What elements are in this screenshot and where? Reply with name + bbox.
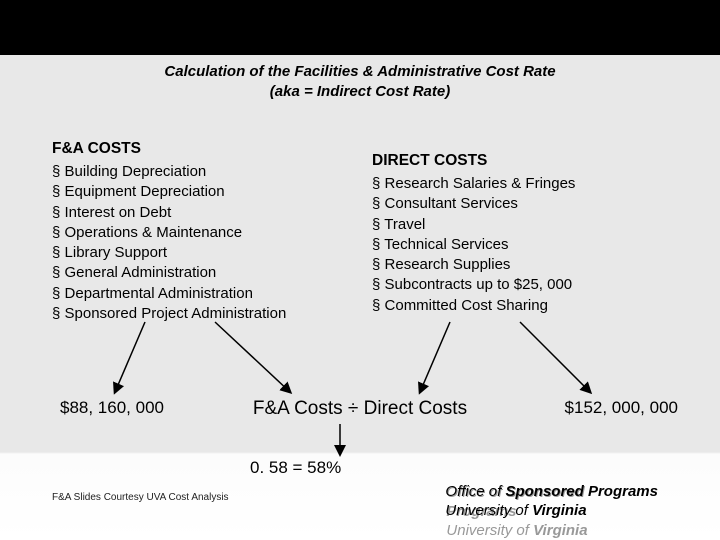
right-column-list: Research Salaries & Fringes Consultant S… [372,174,672,316]
left-column: F&A COSTS Building Depreciation Equipmen… [52,140,352,324]
list-item: Operations & Maintenance [52,223,352,243]
list-item: Building Depreciation [52,162,352,182]
arrow-right-list-to-equation [420,322,450,392]
result: 0. 58 = 58% [250,458,341,478]
slide: Calculation of the Facilities & Administ… [0,0,720,540]
arrow-left-list-to-amount [115,322,145,392]
title-line-2: (aka = Indirect Cost Rate) [0,82,720,102]
list-item: Departmental Administration [52,284,352,304]
list-item: Travel [372,215,672,235]
footer-line1-sponsored: Sponsored Programs [505,483,658,500]
footer-credit: F&A Slides Courtesy UVA Cost Analysis [52,492,229,503]
footer-line2-of: of [515,502,532,519]
title: Calculation of the Facilities & Administ… [0,62,720,103]
list-item: Consultant Services [372,194,672,214]
left-column-list: Building Depreciation Equipment Deprecia… [52,162,352,324]
list-item: General Administration [52,263,352,283]
list-item: Interest on Debt [52,203,352,223]
right-column: DIRECT COSTS Research Salaries & Fringes… [352,140,672,324]
footer-line2-pre: University [445,502,515,519]
list-item: Committed Cost Sharing [372,296,672,316]
list-item: Research Salaries & Fringes [372,174,672,194]
arrow-right-list-to-amount [520,322,590,392]
footer-line1-of: of [489,483,506,500]
footer-line1-pre: Office [445,483,488,500]
list-item: Subcontracts up to $25, 000 [372,275,672,295]
left-column-heading: F&A COSTS [52,140,352,158]
list-item: Sponsored Project Administration [52,304,352,324]
list-item: Library Support [52,243,352,263]
amount-right: $152, 000, 000 [565,398,678,418]
right-column-heading: DIRECT COSTS [372,152,672,170]
title-line-1: Calculation of the Facilities & Administ… [0,62,720,82]
columns: F&A COSTS Building Depreciation Equipmen… [52,140,672,324]
list-item: Technical Services [372,235,672,255]
footer-institution: Office of Sponsored Programs University … [445,483,658,521]
arrow-left-list-to-equation [215,322,290,392]
list-item: Equipment Depreciation [52,182,352,202]
footer-front: Office of Sponsored Programs University … [445,483,658,521]
footer-line2-virginia: Virginia [532,502,586,519]
list-item: Research Supplies [372,255,672,275]
